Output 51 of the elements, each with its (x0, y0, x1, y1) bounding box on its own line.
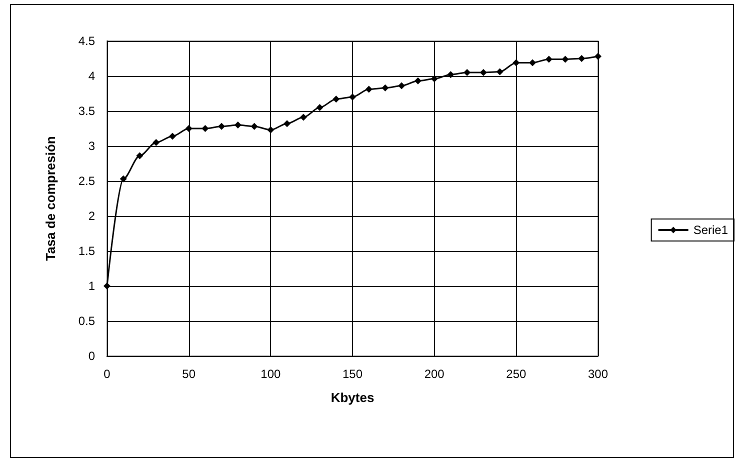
point (414, 77, 422, 84)
point (562, 56, 569, 63)
x-tick-label: 150 (342, 367, 363, 381)
legend-label: Serie1 (693, 223, 728, 237)
y-tick-label: 3.5 (78, 104, 96, 118)
y-axis-title: Tasa de compresión (43, 136, 58, 261)
point (529, 59, 536, 66)
point (349, 94, 356, 100)
x-tick-label: 250 (506, 367, 526, 381)
point (594, 52, 602, 60)
point (480, 69, 487, 76)
y-tick-label: 1.5 (78, 244, 96, 258)
point (202, 125, 209, 132)
point (104, 282, 110, 290)
point (168, 132, 176, 140)
point (120, 175, 127, 182)
x-tick-label: 50 (182, 367, 196, 381)
point (545, 56, 552, 63)
point (185, 125, 192, 132)
point (316, 104, 324, 111)
point (284, 120, 291, 128)
point (447, 71, 454, 78)
x-tick-label: 200 (424, 367, 445, 381)
point (578, 55, 586, 62)
point (398, 82, 406, 90)
y-tick-label: 4.5 (78, 34, 96, 48)
y-tick-label: 1 (88, 279, 96, 293)
y-tick-label: 2 (88, 209, 96, 223)
y-tick-label: 4 (88, 69, 96, 83)
point (430, 75, 438, 82)
x-axis-title: Kbytes (330, 390, 374, 405)
point (332, 96, 340, 103)
point (152, 139, 160, 146)
y-tick-label: 3 (88, 139, 96, 153)
point (250, 122, 258, 130)
y-tick-label: 0 (88, 349, 96, 363)
point (512, 59, 520, 66)
point (382, 84, 389, 92)
x-tick-label: 100 (260, 367, 281, 381)
point (300, 114, 307, 121)
point (496, 68, 504, 76)
x-tick-label: 0 (104, 367, 111, 381)
x-tick-label: 300 (588, 367, 608, 381)
point (234, 122, 242, 128)
point (365, 86, 372, 93)
point (267, 126, 274, 134)
y-tick-label: 0.5 (78, 314, 96, 328)
point (218, 122, 226, 130)
point (136, 152, 144, 160)
y-tick-label: 2.5 (78, 174, 96, 188)
point (464, 69, 471, 76)
